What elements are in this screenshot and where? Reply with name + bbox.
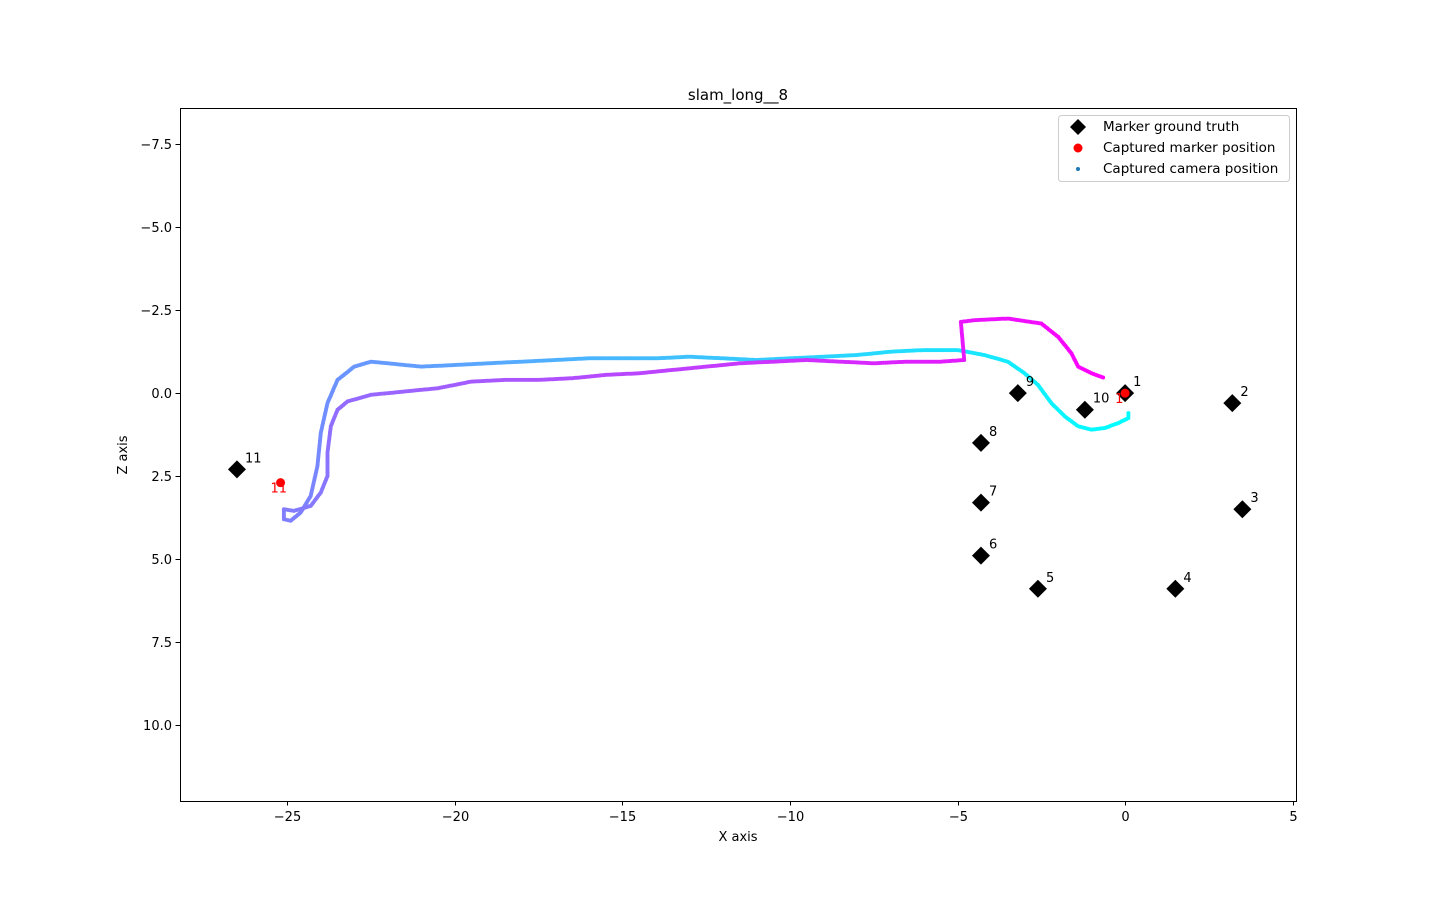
x-tick-label: 5 bbox=[1289, 810, 1297, 825]
y-tick-label: 0.0 bbox=[151, 387, 172, 402]
captured-marker-1 bbox=[1120, 388, 1130, 398]
ground-truth-markers: 1 2 3 4 5 6 7 8 9 10 11 bbox=[227, 375, 1259, 598]
x-axis-label: X axis bbox=[718, 830, 757, 845]
marker-label-10: 10 bbox=[1093, 392, 1110, 407]
legend-camera-dot-icon bbox=[1076, 167, 1080, 171]
plot-area-frame bbox=[180, 108, 1297, 802]
x-tick-label: −20 bbox=[442, 810, 469, 825]
marker-ground-truth-7 bbox=[971, 493, 990, 512]
marker-ground-truth-10 bbox=[1075, 400, 1094, 419]
marker-label-4: 4 bbox=[1183, 571, 1191, 586]
legend-diamond-icon bbox=[1070, 119, 1086, 135]
marker-ground-truth-6 bbox=[971, 546, 990, 565]
marker-label-5: 5 bbox=[1046, 571, 1054, 586]
x-tick-label: −15 bbox=[609, 810, 636, 825]
marker-label-1: 1 bbox=[1133, 375, 1141, 390]
captured-marker-label-11: 11 bbox=[271, 482, 288, 497]
marker-ground-truth-5 bbox=[1028, 579, 1047, 598]
y-tick-label: 10.0 bbox=[143, 719, 172, 734]
marker-ground-truth-9 bbox=[1008, 384, 1027, 403]
marker-label-8: 8 bbox=[989, 425, 997, 440]
y-axis-label: Z axis bbox=[116, 435, 131, 474]
marker-label-6: 6 bbox=[989, 538, 997, 553]
camera-position-point bbox=[1101, 375, 1106, 380]
x-axis-ticks: −25 −20 −15 −10 −5 0 5 bbox=[274, 801, 1298, 825]
y-tick-label: 2.5 bbox=[151, 470, 172, 485]
marker-ground-truth-11 bbox=[227, 460, 246, 479]
legend-red-dot-icon bbox=[1073, 143, 1083, 153]
legend-label-captured-camera: Captured camera position bbox=[1103, 161, 1278, 177]
captured-marker-label-1: 1 bbox=[1115, 392, 1123, 407]
captured-markers: 111 bbox=[271, 388, 1130, 497]
camera-path bbox=[281, 316, 1131, 523]
captured-marker-11 bbox=[276, 478, 286, 488]
legend-label-captured-marker: Captured marker position bbox=[1103, 140, 1275, 156]
legend-label-ground-truth: Marker ground truth bbox=[1103, 119, 1239, 135]
marker-ground-truth-2 bbox=[1223, 394, 1242, 413]
y-tick-label: 7.5 bbox=[151, 636, 172, 651]
y-axis-ticks: −7.5 −5.0 −2.5 0.0 2.5 5.0 7.5 10.0 bbox=[140, 138, 180, 734]
x-tick-label: −10 bbox=[777, 810, 804, 825]
legend-box bbox=[1058, 115, 1290, 182]
marker-label-3: 3 bbox=[1250, 491, 1258, 506]
y-tick-label: 5.0 bbox=[151, 553, 172, 568]
marker-label-7: 7 bbox=[989, 485, 997, 500]
y-tick-label: −5.0 bbox=[140, 221, 172, 236]
x-tick-label: 0 bbox=[1121, 810, 1129, 825]
legend: Marker ground truth Captured marker posi… bbox=[1058, 115, 1290, 182]
marker-label-2: 2 bbox=[1240, 385, 1248, 400]
y-tick-label: −2.5 bbox=[140, 304, 172, 319]
marker-ground-truth-8 bbox=[971, 433, 990, 452]
chart-title: slam_long__8 bbox=[688, 86, 788, 105]
marker-ground-truth-3 bbox=[1233, 500, 1252, 519]
x-tick-label: −25 bbox=[274, 810, 301, 825]
marker-ground-truth-4 bbox=[1166, 579, 1185, 598]
marker-label-11: 11 bbox=[245, 451, 262, 466]
y-tick-label: −7.5 bbox=[140, 138, 172, 153]
marker-label-9: 9 bbox=[1026, 375, 1034, 390]
x-tick-label: −5 bbox=[949, 810, 968, 825]
